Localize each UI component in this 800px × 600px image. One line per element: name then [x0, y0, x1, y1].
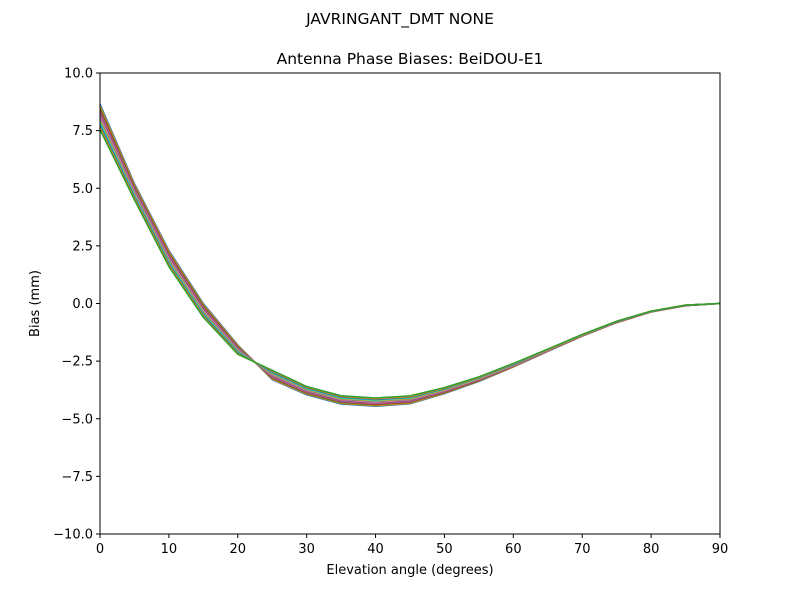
y-tick-label: 5.0 — [72, 182, 93, 197]
y-axis: −10.0 −7.5 −5.0 −2.5 0.0 2.5 5.0 7.5 10.0 — [53, 67, 100, 543]
series-line-3 — [99, 109, 721, 405]
x-tick-label: 40 — [367, 542, 384, 557]
x-tick-label: 90 — [712, 542, 729, 557]
series-line-12 — [99, 129, 721, 399]
x-tick-label: 0 — [96, 542, 104, 557]
y-tick-label: −10.0 — [53, 528, 93, 543]
x-tick-label: 70 — [574, 542, 591, 557]
x-axis-label: Elevation angle (degrees) — [326, 563, 493, 578]
series-line-11 — [99, 127, 721, 400]
x-tick-label: 50 — [436, 542, 453, 557]
series-line-10 — [99, 124, 721, 401]
x-tick-label: 60 — [505, 542, 522, 557]
x-tick-label: 80 — [643, 542, 660, 557]
chart-title: Antenna Phase Biases: BeiDOU-E1 — [277, 50, 544, 68]
y-tick-label: −2.5 — [61, 355, 93, 370]
series-line-5 — [99, 114, 721, 404]
axes-frame — [99, 72, 721, 535]
series-line-4 — [99, 112, 721, 405]
series-line-7 — [99, 118, 721, 403]
series-line-1 — [99, 105, 721, 407]
series-layer — [99, 103, 721, 408]
y-tick-label: −5.0 — [61, 412, 93, 427]
y-tick-label: 10.0 — [64, 67, 93, 82]
x-tick-label: 10 — [161, 542, 178, 557]
y-tick-label: 7.5 — [72, 124, 93, 139]
x-tick-label: 30 — [298, 542, 315, 557]
y-tick-label: −7.5 — [61, 470, 93, 485]
y-tick-label: 0.0 — [72, 297, 93, 312]
x-tick-label: 20 — [230, 542, 247, 557]
series-line-0 — [99, 103, 721, 408]
series-line-6 — [99, 116, 721, 403]
series-line-8 — [99, 120, 721, 402]
x-axis: 0 10 20 30 40 50 60 70 80 90 — [96, 534, 728, 557]
figure-suptitle: JAVRINGANT_DMT NONE — [305, 10, 494, 29]
y-tick-label: 2.5 — [72, 239, 93, 254]
series-line-2 — [99, 107, 721, 406]
y-axis-label: Bias (mm) — [28, 270, 43, 337]
series-line-9 — [99, 122, 721, 401]
